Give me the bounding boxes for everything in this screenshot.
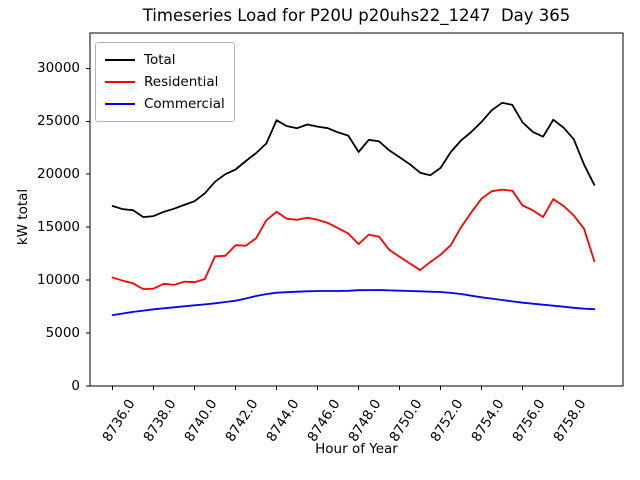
legend-label: Residential [144,74,219,90]
series-line-total [111,101,596,219]
legend-label: Commercial [144,96,225,112]
legend-line-sample-total [105,58,135,62]
y-tick-label: 10000 [37,272,80,289]
y-axis-label: kW total [15,188,31,246]
legend-row: Total [105,49,225,71]
legend: Total Residential Commercial [95,42,235,122]
y-tick-label: 30000 [37,60,80,77]
y-tick-label: 20000 [37,166,80,183]
x-axis-label: Hour of Year [315,441,398,457]
y-tick-label: 0 [71,378,80,394]
series-line-residential [111,188,596,291]
legend-line-sample-residential [105,80,135,84]
axes-frame [89,32,624,387]
legend-label: Total [144,52,176,68]
legend-row: Commercial [105,93,225,115]
series-line-commercial [111,289,596,317]
chart-title: Timeseries Load for P20U p20uhs22_1247 D… [142,6,571,25]
legend-line-sample-commercial [105,102,135,106]
y-tick-label: 5000 [45,325,80,342]
y-tick-label: 25000 [37,113,80,130]
legend-row: Residential [105,71,225,93]
y-tick-label: 15000 [37,219,80,236]
